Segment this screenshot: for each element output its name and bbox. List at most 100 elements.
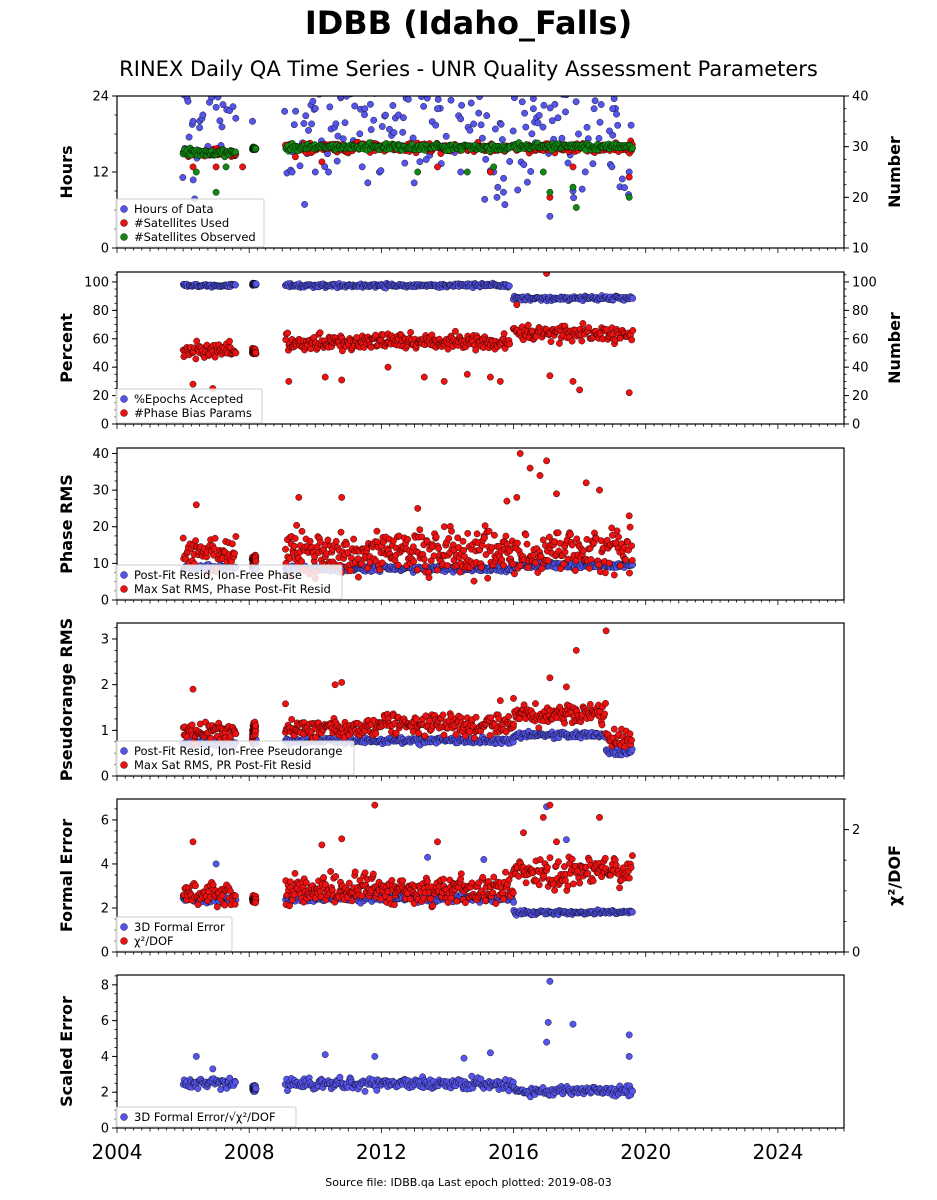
data-point — [369, 43, 375, 49]
data-point — [367, 126, 375, 134]
data-point — [510, 695, 517, 702]
data-point — [457, 78, 463, 84]
data-point — [509, 127, 517, 135]
data-point — [239, 163, 247, 171]
data-point — [613, 110, 620, 118]
data-point — [504, 75, 510, 81]
data-point — [358, 560, 365, 568]
data-point — [463, 168, 471, 176]
data-point — [522, 123, 530, 131]
data-point — [291, 153, 299, 161]
legend-label: %Epochs Accepted — [134, 392, 243, 406]
data-point — [378, 559, 386, 567]
legend-marker — [120, 585, 128, 593]
data-point — [552, 60, 558, 66]
data-point — [477, 121, 485, 129]
data-point — [601, 710, 608, 718]
data-point — [432, 121, 440, 129]
data-point — [430, 89, 436, 95]
data-point — [422, 82, 428, 88]
data-point — [183, 38, 189, 44]
data-point — [364, 564, 372, 572]
data-point — [372, 730, 380, 737]
data-point — [424, 853, 431, 861]
data-point — [472, 713, 480, 721]
data-point — [298, 558, 305, 565]
data-point — [321, 373, 329, 381]
data-point — [629, 908, 636, 916]
data-point — [572, 204, 580, 211]
data-point — [622, 556, 630, 564]
data-point — [539, 536, 547, 544]
y-tick-label: 10 — [92, 557, 109, 572]
data-point — [589, 160, 597, 168]
data-point — [556, 339, 563, 347]
data-point — [503, 52, 509, 58]
legend-marker — [120, 571, 128, 579]
y-tick-label: 30 — [92, 484, 109, 499]
data-point — [496, 697, 504, 704]
data-point — [470, 577, 478, 585]
data-point — [489, 59, 495, 65]
data-point — [470, 52, 476, 58]
data-point — [397, 73, 403, 79]
data-point — [434, 96, 442, 103]
data-point — [510, 720, 517, 728]
data-point — [425, 574, 433, 581]
data-point — [423, 877, 431, 885]
data-point — [366, 72, 372, 78]
data-point — [461, 43, 467, 49]
data-point — [628, 557, 636, 564]
data-point — [473, 58, 479, 64]
data-point — [548, 117, 556, 125]
data-point — [578, 185, 586, 193]
data-point — [404, 96, 412, 103]
data-point — [410, 558, 418, 565]
y-axis-label: Pseudorange RMS — [57, 618, 76, 781]
data-point — [291, 535, 299, 542]
y-tick-label: 0 — [101, 594, 109, 609]
data-point — [447, 96, 455, 104]
data-point — [572, 98, 580, 106]
data-point — [500, 188, 507, 196]
data-point — [524, 564, 532, 571]
data-point — [323, 66, 329, 72]
data-point — [302, 879, 310, 887]
panel-4-points — [179, 627, 636, 759]
data-point — [211, 18, 217, 24]
data-point — [452, 731, 460, 738]
data-point — [252, 557, 260, 565]
data-point — [553, 490, 560, 498]
y-right-axis-label: Number — [885, 136, 904, 208]
data-point — [198, 78, 204, 84]
data-point — [466, 54, 472, 60]
data-point — [532, 559, 539, 567]
data-point — [414, 504, 422, 512]
data-point — [626, 569, 633, 577]
data-point — [503, 497, 511, 505]
data-point — [440, 523, 448, 531]
data-point — [556, 45, 562, 51]
data-point — [346, 63, 352, 69]
data-point — [516, 45, 522, 51]
data-point — [334, 132, 342, 140]
data-point — [398, 57, 404, 63]
data-point — [574, 35, 580, 41]
legend-label: Max Sat RMS, PR Post-Fit Resid — [134, 758, 311, 772]
data-point — [577, 50, 583, 56]
data-point — [224, 81, 230, 87]
data-point — [497, 120, 505, 128]
data-point — [570, 78, 576, 84]
data-point — [338, 347, 346, 355]
data-point — [516, 715, 524, 723]
data-point — [457, 115, 465, 123]
data-point — [343, 540, 350, 548]
data-point — [298, 527, 306, 535]
data-point — [586, 701, 594, 708]
data-point — [288, 168, 296, 176]
data-point — [536, 856, 544, 863]
data-point — [561, 863, 568, 870]
data-point — [404, 82, 410, 88]
data-point — [192, 32, 198, 38]
